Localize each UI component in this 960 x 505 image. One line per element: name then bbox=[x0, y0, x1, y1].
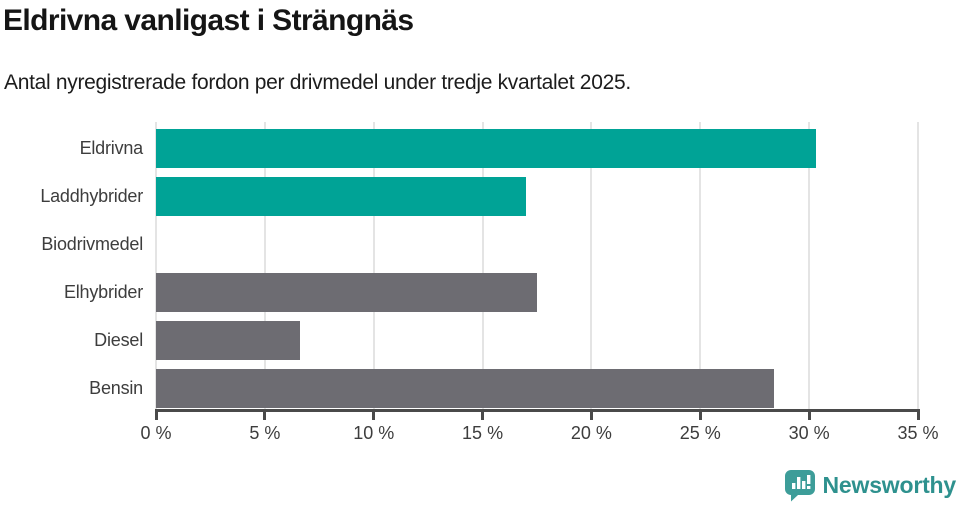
plot-area bbox=[155, 122, 919, 409]
gridline-20 bbox=[590, 122, 593, 409]
x-tick-label-25: 25 % bbox=[679, 423, 721, 443]
bar-eldrivna bbox=[156, 129, 816, 168]
gridline-0 bbox=[155, 122, 157, 409]
bar-laddhybrider bbox=[156, 177, 527, 216]
x-tick-20 bbox=[589, 412, 593, 420]
category-label-eldrivna: Eldrivna bbox=[79, 138, 144, 158]
chart-title: Eldrivna vanligast i Strängnäs bbox=[3, 4, 414, 37]
chart-subtitle: Antal nyregistrerade fordon per drivmede… bbox=[4, 71, 631, 94]
x-tick-15 bbox=[481, 412, 485, 420]
x-tick-label-10: 10 % bbox=[353, 423, 395, 443]
gridline-30 bbox=[808, 122, 811, 409]
x-tick-25 bbox=[698, 412, 702, 420]
gridline-10 bbox=[372, 122, 375, 409]
x-tick-label-20: 20 % bbox=[570, 423, 612, 443]
x-tick-30 bbox=[807, 412, 811, 420]
category-label-biodrivmedel: Biodrivmedel bbox=[41, 234, 143, 254]
x-tick-label-5: 5 % bbox=[249, 423, 281, 443]
category-label-elhybrider: Elhybrider bbox=[63, 282, 143, 302]
newsworthy-logo-text: Newsworthy bbox=[822, 471, 957, 498]
x-axis-line bbox=[155, 409, 920, 412]
x-tick-label-0: 0 % bbox=[140, 423, 172, 443]
newsworthy-logo: Newsworthy bbox=[784, 468, 956, 502]
x-tick-35 bbox=[916, 412, 920, 420]
x-tick-5 bbox=[263, 412, 267, 420]
gridline-15 bbox=[481, 122, 484, 409]
category-label-laddhybrider: Laddhybrider bbox=[40, 186, 143, 206]
bar-elhybrider bbox=[156, 273, 537, 312]
newsworthy-logo-icon bbox=[784, 469, 815, 501]
x-tick-label-30: 30 % bbox=[788, 423, 830, 443]
bar-chart: Eldrivna Laddhybrider Biodrivmedel Elhybrid… bbox=[40, 122, 939, 443]
x-tick-label-15: 15 % bbox=[462, 423, 504, 443]
x-tick-10 bbox=[372, 412, 376, 420]
bar-bensin bbox=[156, 369, 775, 408]
x-tick-0 bbox=[154, 412, 158, 420]
category-label-bensin: Bensin bbox=[89, 378, 143, 398]
gridline-25 bbox=[699, 122, 702, 409]
category-label-diesel: Diesel bbox=[94, 330, 143, 350]
x-tick-label-35: 35 % bbox=[897, 423, 939, 443]
bar-diesel bbox=[156, 321, 300, 360]
gridline-35 bbox=[917, 122, 919, 409]
gridline-5 bbox=[263, 122, 266, 409]
